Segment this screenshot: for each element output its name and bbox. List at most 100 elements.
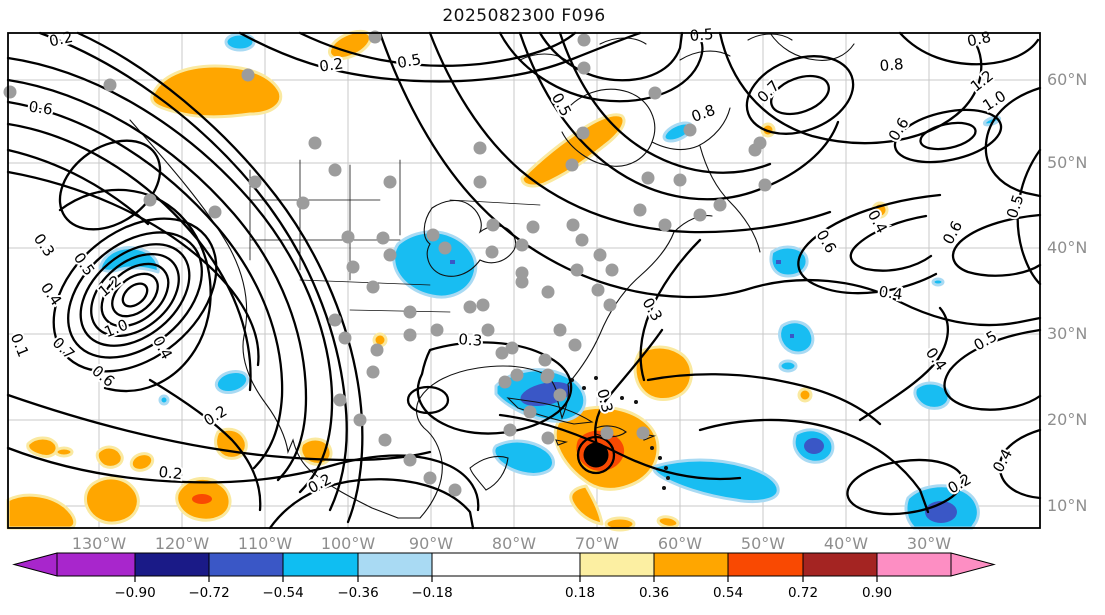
station-dot	[481, 323, 495, 337]
colorbar-right-arrow	[950, 552, 996, 577]
contour-lines	[6, 31, 1042, 530]
orange-region	[26, 436, 59, 458]
station-dot	[476, 298, 490, 312]
station-dot	[403, 453, 417, 467]
contour-label: 0.6	[28, 97, 54, 118]
station-dot	[463, 300, 477, 314]
station-dot	[515, 266, 529, 280]
station-dot	[515, 238, 529, 252]
lon-tick-label: 40°W	[824, 534, 868, 553]
contour	[6, 148, 150, 226]
station-dot	[541, 285, 555, 299]
station-dot	[577, 61, 591, 75]
cyan-region	[652, 458, 780, 504]
contour-label: 0.6	[813, 227, 841, 257]
orange-region	[95, 445, 124, 469]
blue-core	[804, 438, 824, 454]
station-dot	[353, 413, 367, 427]
station-dot	[473, 141, 487, 155]
station-dot	[538, 353, 552, 367]
contour-label: 0.5	[548, 90, 575, 120]
contour	[518, 31, 840, 201]
colorbar-segment	[579, 552, 655, 577]
colorbar-segment	[56, 552, 136, 577]
contour	[893, 108, 1003, 164]
colorbar-segment	[727, 552, 804, 577]
colorbar: −0.90 −0.72 −0.54 −0.36 −0.18 0.18 0.36 0.54 0.7…	[12, 552, 996, 601]
station-dot	[426, 228, 440, 242]
station-dot	[566, 218, 580, 232]
contour	[298, 31, 577, 68]
station-dot	[553, 388, 567, 402]
station-dot	[758, 178, 772, 192]
station-dot	[526, 220, 540, 234]
colorbar-tick-label: −0.72	[188, 585, 229, 601]
colorbar-segment	[653, 552, 729, 577]
contour	[268, 478, 475, 530]
station-dot	[576, 126, 590, 140]
station-dot	[636, 426, 650, 440]
contour	[100, 262, 170, 328]
colorbar-tick-label: 0.72	[788, 585, 818, 601]
station-dot	[376, 231, 390, 245]
station-dot	[505, 341, 519, 355]
orange-region	[656, 515, 680, 529]
colorbar-segment	[802, 552, 878, 577]
station-dot	[603, 298, 617, 312]
station-dot	[523, 405, 537, 419]
station-dot	[658, 218, 672, 232]
contour	[6, 56, 334, 494]
colorbar-tick-label: 0.90	[862, 585, 892, 601]
tc-position-marker	[583, 442, 609, 468]
lon-tick-label: 90°W	[409, 534, 453, 553]
island-specks	[570, 376, 670, 490]
station-dot	[515, 275, 529, 289]
lon-tick-label: 70°W	[575, 534, 619, 553]
contour	[6, 170, 260, 367]
coastline	[651, 107, 761, 253]
coastline-yucatan	[469, 455, 509, 491]
station-dot	[591, 283, 605, 297]
contour	[378, 31, 1042, 327]
contour	[67, 231, 203, 359]
station-dot	[370, 343, 384, 357]
lat-tick-label: 50°N	[1047, 153, 1087, 172]
contour-around-marker	[576, 435, 616, 475]
lon-tick-label: 120°W	[155, 534, 210, 553]
colorbar-segment	[282, 552, 359, 577]
station-dot	[577, 33, 591, 47]
contour	[849, 214, 933, 272]
station-dot	[423, 471, 437, 485]
lon-tick-label: 130°W	[72, 534, 127, 553]
station-dot	[338, 331, 352, 345]
colorbar-segment	[134, 552, 210, 577]
station-dot	[248, 175, 262, 189]
contour	[6, 78, 308, 482]
cyan-region	[778, 320, 815, 355]
station-dot	[593, 248, 607, 262]
shaded-regions	[6, 29, 1002, 532]
station-dot	[241, 68, 255, 82]
orange-region	[520, 113, 626, 188]
contour	[898, 31, 1040, 66]
station-dot	[333, 393, 347, 407]
station-dot	[378, 433, 392, 447]
contour	[951, 213, 1042, 277]
station-dot	[633, 203, 647, 217]
station-dot	[648, 86, 662, 100]
contour	[6, 393, 432, 462]
colorbar-tick-label: 0.54	[713, 585, 743, 601]
contour	[238, 31, 642, 83]
contour	[406, 385, 450, 415]
contour-label: 0.3	[458, 330, 483, 350]
station-dot	[473, 175, 487, 189]
contour	[90, 252, 180, 338]
orange-region	[633, 345, 693, 401]
contour	[1016, 148, 1042, 286]
map-frame	[7, 32, 1041, 529]
lat-tick-label: 10°N	[1047, 496, 1087, 515]
orange-region	[6, 493, 77, 530]
contour-label: 0.6	[939, 218, 966, 248]
